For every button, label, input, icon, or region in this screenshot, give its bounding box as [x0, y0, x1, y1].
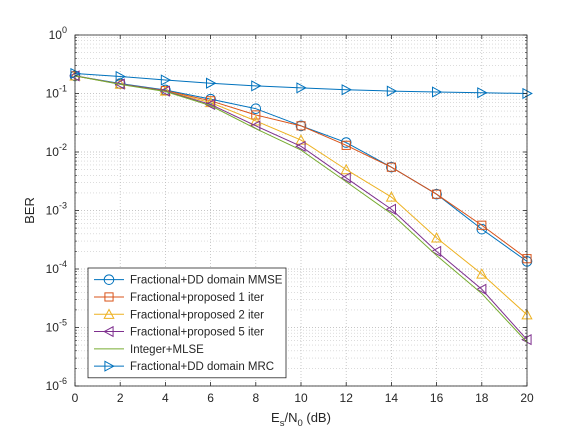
series-line	[74, 75, 528, 343]
y-tick-label: 10-2	[46, 142, 67, 159]
data-point	[115, 70, 127, 83]
data-point	[386, 161, 397, 173]
data-point	[296, 121, 306, 131]
x-tick-label: 2	[117, 391, 124, 405]
data-point	[341, 84, 353, 96]
legend-label: Fractional+proposed 5 iter	[130, 327, 264, 339]
data-point	[114, 78, 125, 90]
data-point	[432, 189, 442, 199]
data-point	[340, 163, 352, 175]
data-point	[477, 220, 487, 230]
x-tick-label: 14	[385, 391, 399, 405]
x-tick-label: 12	[340, 391, 354, 405]
data-point	[385, 191, 398, 202]
data-point	[340, 172, 351, 184]
legend-marker	[103, 274, 115, 285]
data-point	[386, 162, 396, 172]
y-axis-label: BER	[22, 197, 37, 224]
series-line	[74, 72, 528, 94]
x-tick-label: 20	[520, 391, 534, 405]
data-point	[251, 110, 261, 120]
x-tick-label: 16	[430, 391, 444, 405]
legend-label: Fractional+DD domain MRC	[130, 361, 274, 373]
x-tick-label: 6	[207, 391, 214, 405]
series-5	[74, 75, 528, 343]
legend-label: Fractional+proposed 1 iter	[130, 292, 264, 304]
legend: Fractional+DD domain MMSE Fractional+prop…	[87, 267, 287, 379]
x-axis-label: Es/N0 (dB)	[271, 410, 331, 429]
data-point	[160, 74, 172, 86]
legend-item: Fractional+DD domain MRC	[94, 360, 274, 373]
legend-marker	[103, 308, 115, 319]
y-tick-label: 10-5	[46, 318, 67, 335]
data-point	[206, 77, 217, 89]
data-point	[295, 120, 307, 132]
series-layer	[69, 67, 533, 346]
x-axis-ticks: 0 2 4 6 8 10 12 14 16 18 20	[72, 35, 534, 405]
legend-marker	[103, 325, 114, 338]
data-point	[475, 283, 487, 295]
data-point	[430, 232, 443, 243]
legend-marker	[104, 360, 115, 372]
legend-label: Fractional+proposed 2 iter	[130, 309, 264, 321]
data-point	[251, 80, 262, 92]
y-tick-label: 10-1	[46, 84, 67, 101]
data-point	[385, 203, 396, 215]
data-point	[204, 98, 216, 111]
legend-item: Fractional+proposed 2 iter	[94, 308, 264, 321]
legend-item: Integer+MLSE	[94, 344, 204, 356]
data-point	[430, 245, 442, 258]
data-point	[250, 115, 262, 126]
y-axis-ticks: 100 10-1 10-2 10-3 10-4 10-5 10-6	[46, 25, 527, 393]
data-point	[432, 86, 443, 98]
legend-label: Integer+MLSE	[130, 344, 204, 356]
y-tick-label: 10-6	[46, 376, 67, 393]
legend-item: Fractional+proposed 1 iter	[94, 292, 264, 304]
y-tick-label: 100	[49, 25, 67, 42]
data-point	[340, 137, 352, 148]
data-point	[296, 82, 307, 94]
data-point	[295, 140, 306, 152]
legend-box	[87, 267, 287, 379]
data-point	[159, 85, 170, 97]
legend-item: Fractional+proposed 5 iter	[94, 325, 264, 339]
data-point	[341, 140, 351, 150]
legend-item: Fractional+DD domain MMSE	[94, 274, 283, 287]
data-point	[386, 85, 398, 97]
data-point	[477, 87, 488, 99]
x-tick-label: 4	[162, 391, 169, 405]
data-point	[476, 268, 488, 279]
y-tick-label: 10-4	[46, 259, 67, 276]
x-tick-label: 18	[475, 391, 489, 405]
data-point	[431, 188, 442, 200]
y-tick-label: 10-3	[46, 201, 67, 218]
legend-marker	[104, 292, 114, 302]
legend-label: Fractional+DD domain MMSE	[130, 275, 283, 287]
x-tick-label: 10	[294, 391, 308, 405]
x-tick-label: 0	[72, 391, 79, 405]
data-point	[250, 103, 262, 114]
x-tick-label: 8	[252, 391, 259, 405]
